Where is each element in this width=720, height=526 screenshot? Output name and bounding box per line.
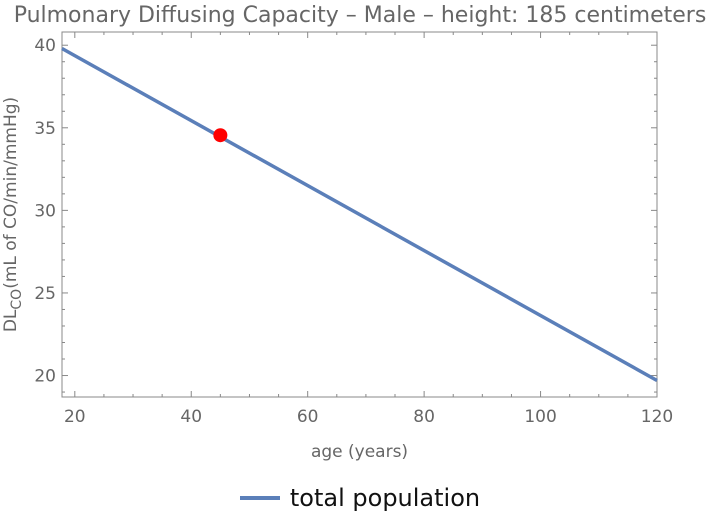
x-tick-label: 80	[413, 407, 435, 427]
y-axis-label: DLCO(mL of CO/min/mmHg)	[1, 97, 25, 332]
y-tick-label: 25	[34, 284, 56, 304]
chart-title: Pulmonary Diffusing Capacity – Male – he…	[13, 3, 707, 28]
y-tick-label: 40	[34, 36, 56, 56]
series-line	[61, 46, 658, 383]
x-axis-label: age (years)	[311, 442, 408, 462]
x-tick-label: 20	[64, 407, 86, 427]
plot-frame	[61, 31, 658, 398]
x-tick-label: 40	[180, 407, 202, 427]
legend-swatch	[239, 496, 280, 500]
y-tick-label: 30	[34, 201, 56, 221]
y-tick-label: 20	[34, 367, 56, 387]
highlight-point	[213, 128, 228, 143]
legend: total population	[0, 484, 720, 512]
x-tick-label: 60	[297, 407, 319, 427]
x-tick-label: 100	[524, 407, 556, 427]
x-tick-label: 120	[641, 407, 673, 427]
y-tick-label: 35	[34, 119, 56, 139]
legend-label: total population	[289, 484, 481, 512]
